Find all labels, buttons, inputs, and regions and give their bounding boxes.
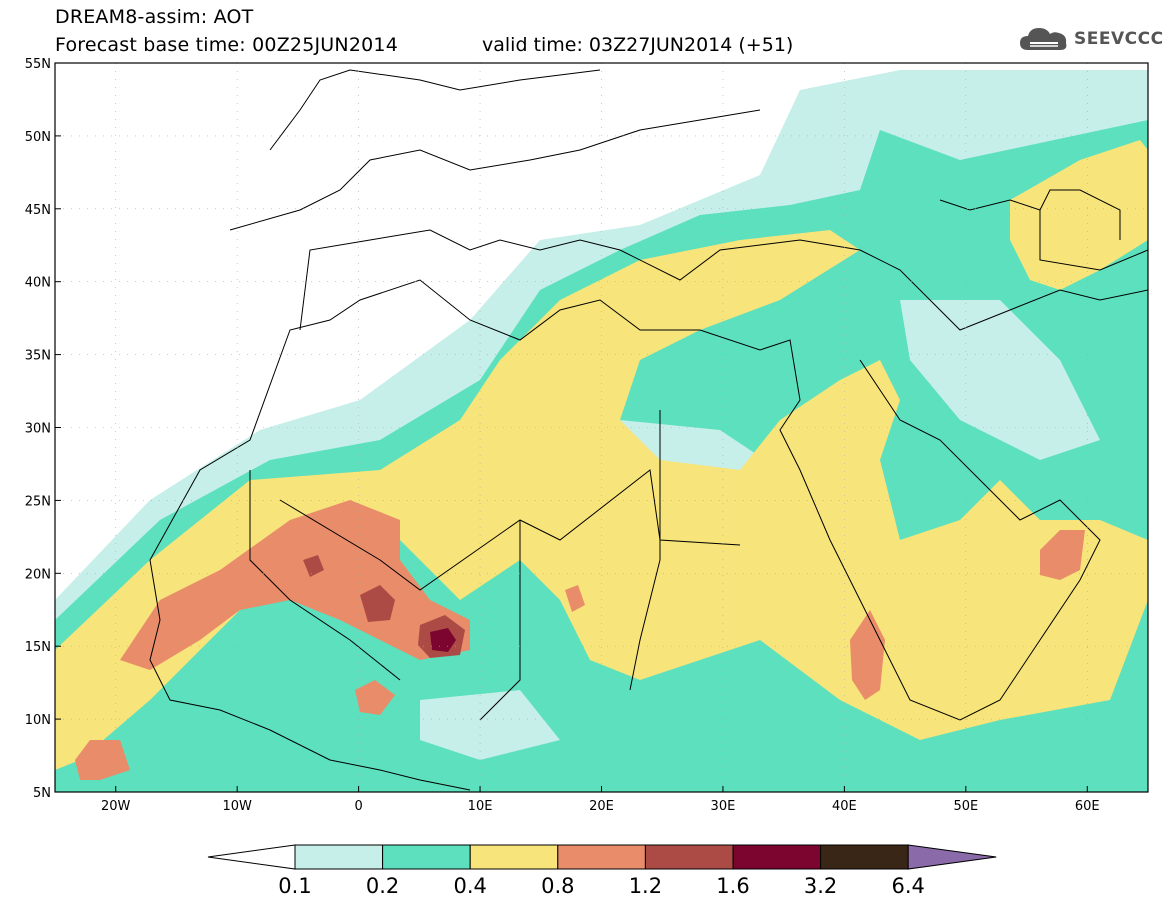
lat-tick-label: 15N xyxy=(25,640,51,655)
legend-low-arrow xyxy=(207,844,296,870)
legend-swatch xyxy=(732,844,822,870)
legend-swatch xyxy=(644,844,734,870)
lat-tick-label: 45N xyxy=(25,203,51,218)
lon-axis: 20W 10W 0 10E 20E 30E 40E 50E 60E xyxy=(101,786,1100,814)
lat-tick-label: 55N xyxy=(25,57,51,72)
forecast-base-time: Forecast base time: 00Z25JUN2014 xyxy=(55,34,398,56)
lat-tick-label: 30N xyxy=(25,422,51,437)
legend-label: 0.4 xyxy=(453,874,486,898)
lon-tick-label: 40E xyxy=(832,799,857,814)
lat-axis: 5N 10N 15N 20N 25N 30N 35N 40N 45N 50N 55N xyxy=(25,57,61,801)
legend-label: 1.2 xyxy=(629,874,662,898)
legend-swatch xyxy=(294,844,384,870)
lat-tick-label: 20N xyxy=(25,567,51,582)
lon-tick-label: 20W xyxy=(101,799,131,814)
legend-label: 0.8 xyxy=(541,874,574,898)
lat-tick-label: 5N xyxy=(33,786,51,801)
lon-tick-label: 20E xyxy=(589,799,614,814)
legend-label: 6.4 xyxy=(891,874,924,898)
legend-swatch xyxy=(557,844,646,870)
seevccc-logo: SEEVCCC xyxy=(1018,24,1164,54)
coastlines xyxy=(149,69,1148,791)
logo-text: SEEVCCC xyxy=(1074,29,1164,49)
legend-label: 3.2 xyxy=(804,874,837,898)
cloud-icon xyxy=(1020,28,1067,50)
lon-tick-label: 0 xyxy=(354,799,362,814)
legend-label: 0.1 xyxy=(278,874,311,898)
lat-tick-label: 40N xyxy=(25,276,51,291)
legend-high-arrow xyxy=(907,844,997,870)
legend-swatch xyxy=(469,844,559,870)
lon-tick-label: 30E xyxy=(711,799,736,814)
legend-label: 1.6 xyxy=(716,874,749,898)
legend-swatch xyxy=(820,844,909,870)
legend-label: 0.2 xyxy=(366,874,399,898)
valid-time: valid time: 03Z27JUN2014 (+51) xyxy=(482,34,794,56)
legend-swatch xyxy=(382,844,471,870)
lat-tick-label: 25N xyxy=(25,494,51,509)
lon-tick-label: 60E xyxy=(1075,799,1100,814)
lon-tick-label: 50E xyxy=(953,799,978,814)
lat-tick-label: 10N xyxy=(25,713,51,728)
lat-tick-label: 50N xyxy=(25,130,51,145)
chart-title: DREAM8-assim: AOT xyxy=(55,6,254,28)
lon-tick-label: 10W xyxy=(222,799,252,814)
lat-tick-label: 35N xyxy=(25,349,51,364)
lon-tick-label: 10E xyxy=(468,799,493,814)
